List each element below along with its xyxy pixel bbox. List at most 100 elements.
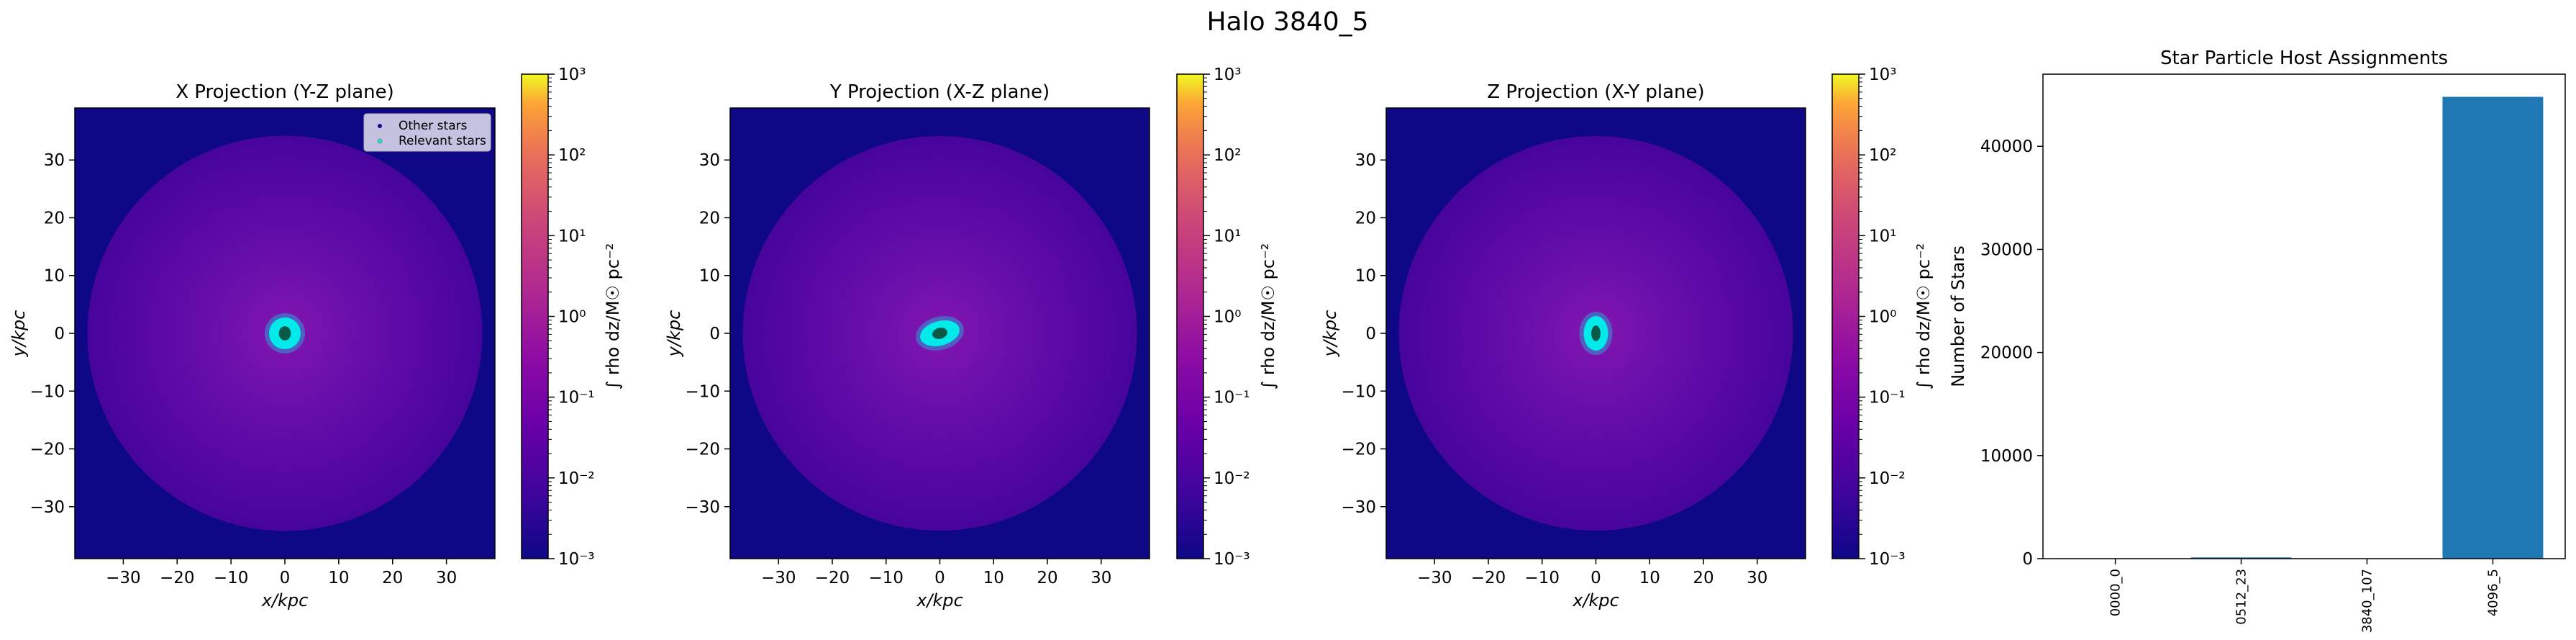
y-tick-label: 40000: [1980, 138, 2033, 156]
colorbar-tick-label: 10⁻¹: [1214, 389, 1250, 407]
y-axis-label: Number of Stars: [1948, 245, 1968, 387]
y-tick-label: 30: [44, 151, 65, 170]
colorbar-tick-label: 10¹: [1214, 227, 1242, 245]
bar-0512_23: [2190, 557, 2292, 559]
x-tick-label: −10: [1524, 569, 1560, 587]
y-tick-label: 10: [44, 267, 65, 286]
x-tick-label: 0000_0: [2108, 569, 2124, 616]
colorbar-tick-label: 10²: [1214, 146, 1242, 165]
projection-panel-3: −30 −20 −10 0 10 20 30 30 20 10 0 −10 −20 −30 Z Projec…: [1320, 66, 1934, 610]
y-tick-label: 20: [699, 209, 720, 227]
colorbar-tick-label: 10⁻²: [558, 469, 595, 488]
x-tick-label: −20: [160, 569, 195, 587]
y-tick-label: 10000: [1980, 447, 2033, 466]
colorbar-tick-label: 10⁻³: [1214, 550, 1250, 569]
y-tick-label: 20: [1355, 209, 1376, 227]
y-tick-label: −20: [685, 441, 720, 459]
legend-marker-other: [378, 124, 382, 128]
x-tick-label: 0: [280, 569, 291, 587]
projection-panel-2: −30 −20 −10 0 10 20 30 30 20 10 0 −10 −20 −30 Y Projec…: [664, 66, 1278, 610]
colorbar-tick-label: 10³: [1869, 66, 1897, 84]
colorbar-tick-label: 10⁻¹: [1869, 389, 1906, 407]
x-tick-label: 3840_107: [2359, 569, 2375, 633]
y-tick-label: 20: [44, 209, 65, 227]
colorbar-tick-label: 10⁰: [558, 308, 586, 327]
x-tick-label: 20: [382, 569, 403, 587]
colorbar-label: ∫ rho dz/M☉ pc⁻²: [1913, 243, 1934, 390]
colorbar-tick-label: 10²: [558, 146, 586, 165]
y-tick-label: 0: [54, 325, 65, 343]
x-tick-label: 30: [1747, 569, 1767, 587]
y-tick-label: 10: [1355, 267, 1376, 286]
legend-label-relevant: Relevant stars: [399, 134, 486, 148]
colorbar-tick-label: 10⁰: [1214, 308, 1242, 327]
x-axis-label: x/kpc: [916, 590, 963, 610]
x-tick-label: −20: [815, 569, 850, 587]
x-tick-label: 0: [1590, 569, 1601, 587]
y-tick-label: −30: [1341, 498, 1376, 517]
legend-marker-relevant: [377, 138, 383, 144]
colorbar-label: ∫ rho dz/M☉ pc⁻²: [1258, 243, 1278, 390]
colorbar-tick-label: 10¹: [558, 227, 586, 245]
y-tick-label: 0: [709, 325, 720, 343]
panel-title: Y Projection (X-Z plane): [829, 81, 1050, 103]
y-axis-label: y/kpc: [1320, 310, 1340, 358]
colorbar-tick-label: 10⁰: [1869, 308, 1897, 327]
x-tick-label: 10: [328, 569, 349, 587]
colorbar-tick-label: 10⁻²: [1214, 469, 1250, 488]
x-tick-label: 10: [1639, 569, 1660, 587]
colorbar: [1176, 73, 1204, 559]
cluster-core: [278, 326, 291, 341]
x-tick-label: 0512_23: [2234, 569, 2249, 625]
y-tick-label: −20: [1341, 441, 1376, 459]
x-tick-label: 4096_5: [2485, 569, 2500, 616]
y-tick-label: −20: [29, 441, 65, 459]
x-tick-label: 30: [436, 569, 457, 587]
y-axis-label: y/kpc: [664, 310, 684, 358]
x-tick-label: −10: [868, 569, 904, 587]
legend-label-other: Other stars: [399, 119, 468, 133]
y-tick-label: −30: [685, 498, 720, 517]
figure-title: Halo 3840_5: [1206, 7, 1368, 37]
panel-title: Star Particle Host Assignments: [2160, 48, 2448, 69]
bar-4096_5: [2442, 96, 2544, 559]
y-tick-label: −10: [1341, 382, 1376, 401]
colorbar-tick-label: 10²: [1869, 146, 1897, 165]
x-tick-label: −30: [106, 569, 141, 587]
colorbar-tick-label: 10⁻¹: [558, 389, 595, 407]
y-tick-label: −30: [29, 498, 65, 517]
host-assignments-panel: 0000_0 0512_23 3840_107 4096_5 0 10000 20000 30…: [1948, 48, 2566, 633]
x-tick-label: 20: [1693, 569, 1713, 587]
y-tick-label: 10: [699, 267, 720, 286]
projection-panel-1: −30 −20 −10 0 10 20 30 30 20 10 0 −10 −20 −30 X Projec…: [9, 66, 623, 610]
x-axis-label: x/kpc: [1572, 590, 1619, 610]
y-tick-label: −10: [685, 382, 720, 401]
x-tick-label: 0: [934, 569, 945, 587]
x-axis-label: x/kpc: [261, 590, 309, 610]
y-tick-label: −10: [29, 382, 65, 401]
y-tick-label: 30: [1355, 151, 1376, 170]
colorbar: [521, 73, 549, 559]
colorbar-tick-label: 10³: [558, 66, 586, 84]
y-tick-label: 0: [1365, 325, 1376, 343]
y-tick-label: 30000: [1980, 240, 2033, 259]
y-tick-label: 20000: [1980, 344, 2033, 363]
x-tick-label: −20: [1471, 569, 1506, 587]
colorbar-tick-label: 10¹: [1869, 227, 1897, 245]
x-tick-label: −10: [214, 569, 249, 587]
colorbar-tick-label: 10⁻²: [1869, 469, 1906, 488]
x-tick-label: 30: [1091, 569, 1111, 587]
colorbar-label: ∫ rho dz/M☉ pc⁻²: [603, 243, 623, 390]
y-tick-label: 0: [2022, 550, 2033, 569]
axes-frame: [2042, 73, 2566, 559]
legend-box: [363, 113, 491, 152]
colorbar-tick-label: 10⁻³: [558, 550, 595, 569]
x-tick-label: 10: [983, 569, 1004, 587]
colorbar-tick-label: 10⁻³: [1869, 550, 1906, 569]
cluster-core: [932, 328, 947, 339]
x-tick-label: −30: [1417, 569, 1452, 587]
y-axis-label: y/kpc: [9, 310, 29, 358]
colorbar: [1831, 73, 1860, 559]
colorbar-tick-label: 10³: [1214, 66, 1242, 84]
